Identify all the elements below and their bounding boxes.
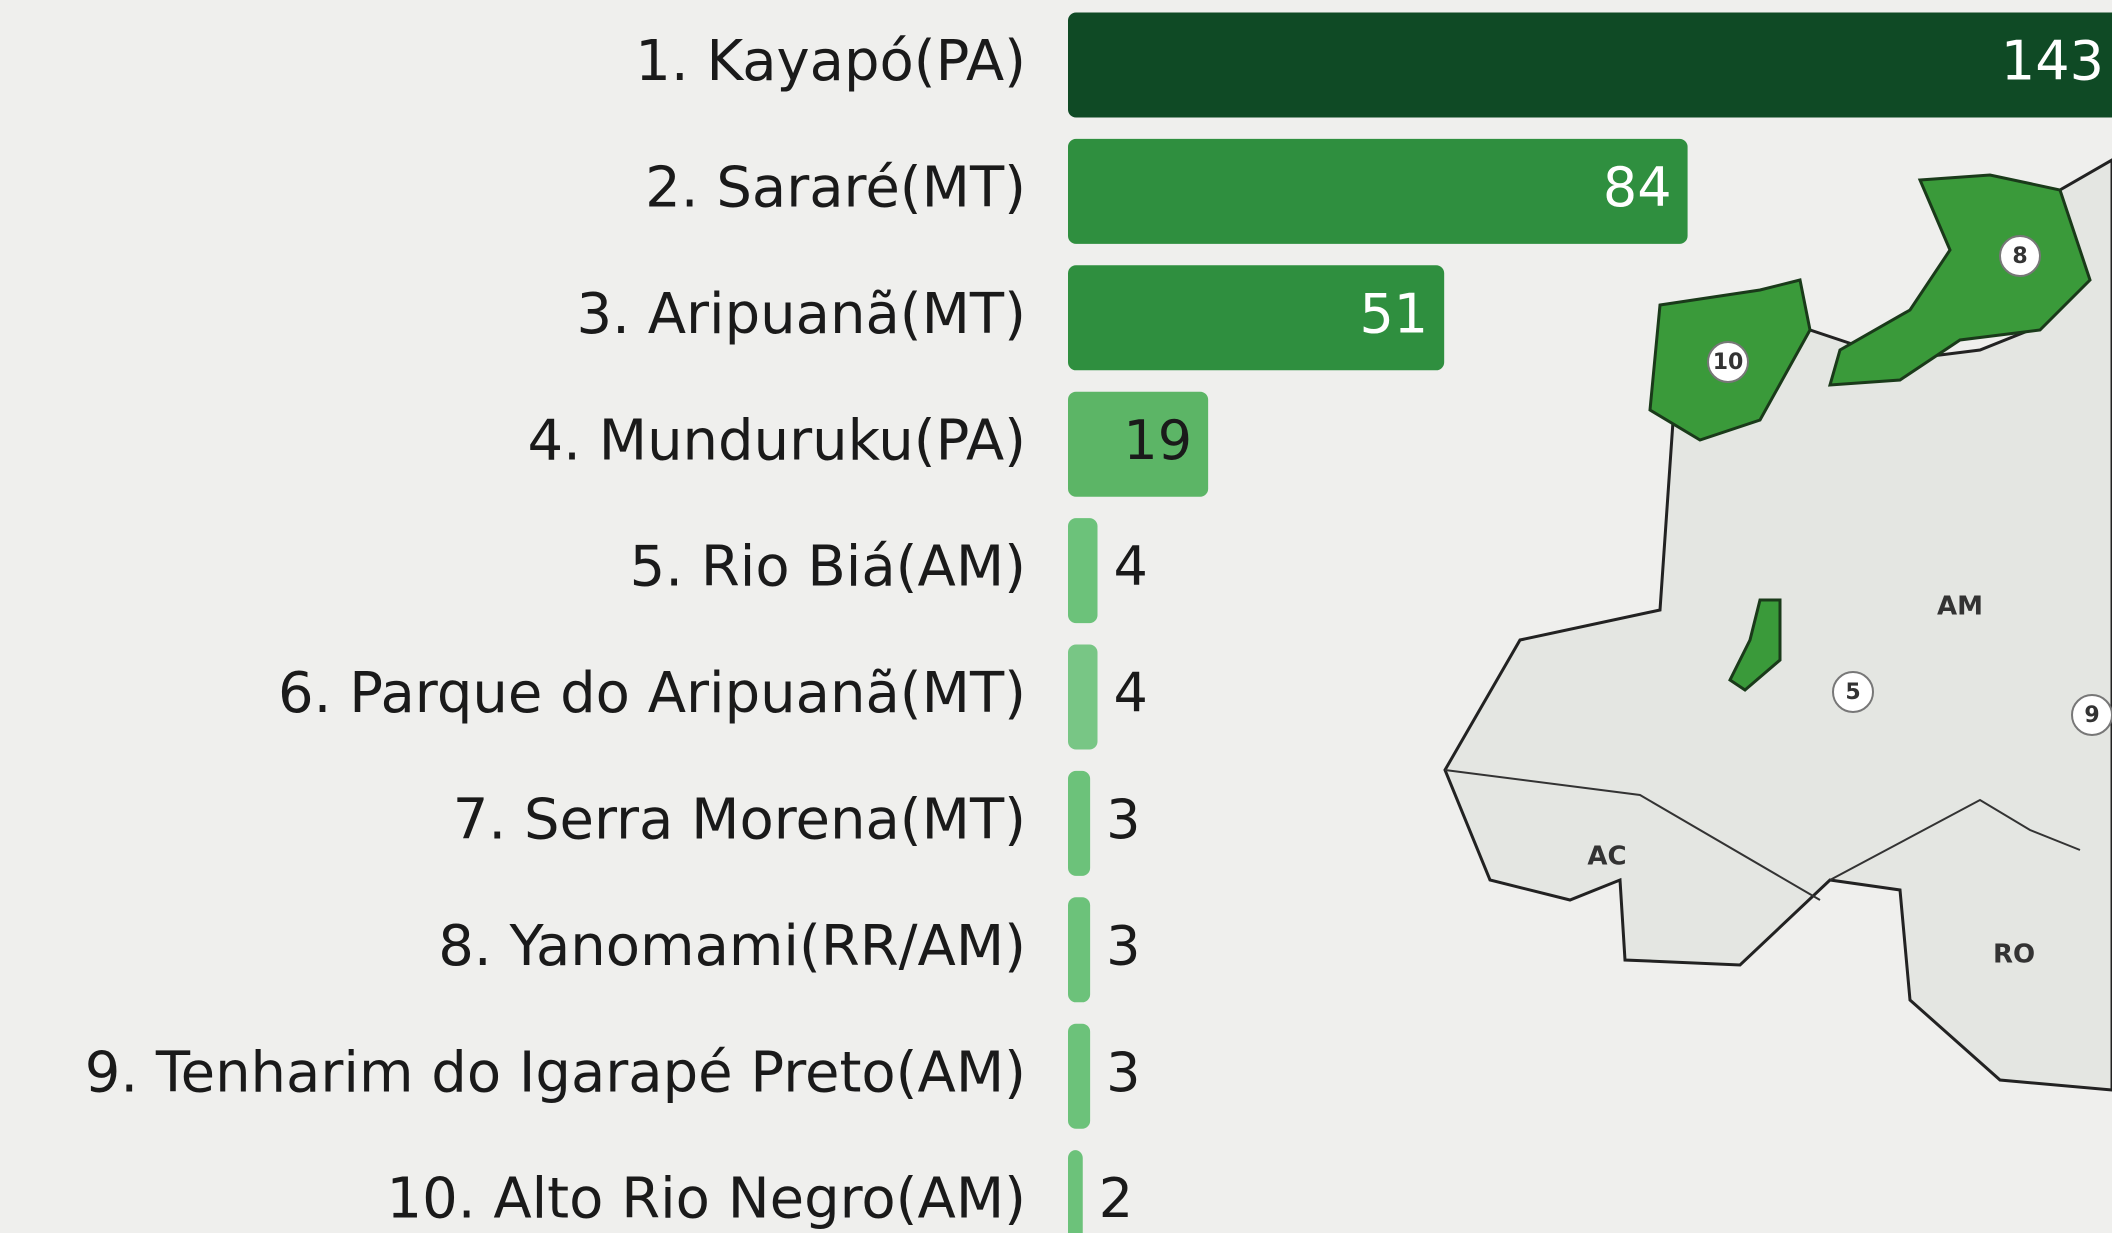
bar <box>1068 644 1098 750</box>
map-marker <box>1999 235 2041 277</box>
bar <box>1068 265 1445 371</box>
bar <box>1068 391 1209 497</box>
map-marker <box>1832 671 1874 713</box>
border <box>1829 798 2081 881</box>
value-label: 19 <box>1123 409 1192 472</box>
value-label: 84 <box>1603 156 1672 219</box>
territory <box>1728 598 1782 692</box>
category-label: 8. Yanomami(RR/AM) <box>438 914 1026 979</box>
bar <box>1068 518 1098 624</box>
map-marker-label: 9 <box>2084 703 2099 728</box>
value-label: 51 <box>1359 282 1428 345</box>
value-label: 2 <box>1099 1167 1133 1230</box>
category-label: 5. Rio Biá(AM) <box>630 535 1026 600</box>
category-label: 7. Serra Morena(MT) <box>453 788 1026 853</box>
value-label: 3 <box>1106 1041 1140 1104</box>
map-marker-label: 10 <box>1713 350 1744 375</box>
map-marker-label: 8 <box>2012 244 2027 269</box>
map <box>1443 158 2112 1092</box>
category-label: 4. Munduruku(PA) <box>528 408 1026 473</box>
bar <box>1068 1023 1091 1129</box>
map-label: AM <box>1937 592 1983 622</box>
category-label: 10. Alto Rio Negro(AM) <box>386 1167 1026 1232</box>
map-marker-label: 5 <box>1845 680 1860 705</box>
value-label: 3 <box>1106 788 1140 851</box>
value-label: 4 <box>1114 535 1148 598</box>
value-label: 3 <box>1106 914 1140 977</box>
bar <box>1068 897 1091 1003</box>
value-label: 4 <box>1114 662 1148 725</box>
bar <box>1068 138 1688 244</box>
border <box>1444 769 1821 901</box>
map-marker <box>1707 341 1749 383</box>
bar <box>1068 12 2112 118</box>
category-label: 6. Parque do Aripuanã(MT) <box>278 661 1026 726</box>
map-marker <box>2071 694 2112 736</box>
value-label: 143 <box>2001 30 2104 93</box>
category-label: 1. Kayapó(PA) <box>635 29 1026 94</box>
map-label: RO <box>1993 940 2035 970</box>
category-label: 9. Tenharim do Igarapé Preto(AM) <box>85 1040 1026 1105</box>
category-label: 2. Sararé(MT) <box>645 156 1026 221</box>
category-label: 3. Aripuanã(MT) <box>576 282 1026 347</box>
bar <box>1068 770 1091 876</box>
bar <box>1068 1150 1083 1233</box>
territory <box>1827 173 2092 387</box>
map-label: AC <box>1587 842 1626 872</box>
